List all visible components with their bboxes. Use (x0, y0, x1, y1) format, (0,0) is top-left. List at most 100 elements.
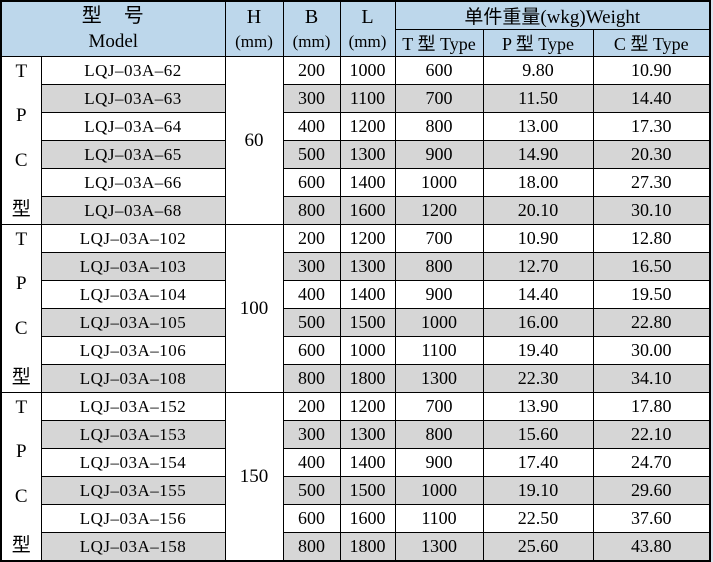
l-value-cell: 1400 (339, 280, 396, 309)
c-weight-cell: 29.60 (592, 476, 711, 505)
h-header-cell: H (mm) (224, 0, 284, 57)
h-value-cell: 150 (224, 392, 284, 562)
b-value-cell: 500 (282, 308, 341, 337)
c-weight-cell: 12.80 (592, 224, 711, 253)
t-weight-cell: 900 (394, 140, 484, 169)
h-value-cell: 60 (224, 56, 284, 225)
model-cell: LQJ–03A–62 (40, 56, 226, 85)
b-value-cell: 300 (282, 420, 341, 449)
p-weight-cell: 9.80 (482, 56, 594, 85)
model-cell: LQJ–03A–152 (40, 392, 226, 421)
table-row: LQJ–03A–65 500 1300 900 14.90 20.30 (1, 140, 711, 169)
b-value-cell: 400 (282, 112, 341, 141)
p-weight-cell: 13.00 (482, 112, 594, 141)
model-header-en: Model (88, 31, 139, 52)
c-weight-cell: 24.70 (592, 448, 711, 477)
table-row: T P C 型 LQJ–03A–152 150 200 1200 700 13.90 17.80 (0, 392, 711, 562)
t-weight-cell: 1000 (394, 168, 484, 197)
table-row: T P C 型 LQJ–03A–62 60 200 1000 600 9.80 10.90 (0, 56, 711, 225)
p-weight-cell: 12.70 (482, 252, 594, 281)
b-value-cell: 800 (282, 364, 341, 393)
b-value-cell: 800 (282, 532, 341, 562)
l-value-cell: 1600 (339, 504, 396, 533)
model-cell: LQJ–03A–153 (40, 420, 226, 449)
model-cell: LQJ–03A–102 (40, 224, 226, 253)
table-row: T P C 型 LQJ–03A–102 100 200 1200 700 10.90 12.80 (0, 224, 711, 393)
table-row: LQJ–03A–104 400 1400 900 14.40 19.50 (1, 280, 711, 309)
t-weight-cell: 1100 (394, 504, 484, 533)
c-weight-cell: 17.80 (592, 392, 711, 421)
l-value-cell: 1200 (339, 112, 396, 141)
model-cell: LQJ–03A–154 (40, 448, 226, 477)
p-weight-cell: 13.90 (482, 392, 594, 421)
type-letter: C (14, 149, 28, 171)
c-weight-cell: 37.60 (592, 504, 711, 533)
type-letter: P (15, 441, 27, 463)
c-weight-cell: 34.10 (592, 364, 711, 393)
table-row: LQJ–03A–153 300 1300 800 15.60 22.10 (1, 420, 711, 449)
h-header-unit: (mm) (235, 32, 273, 51)
l-value-cell: 1000 (339, 56, 396, 85)
p-weight-cell: 17.40 (482, 448, 594, 477)
l-value-cell: 1300 (339, 420, 396, 449)
table-row: LQJ–03A–154 400 1400 900 17.40 24.70 (1, 448, 711, 477)
table-body: T P C 型 LQJ–03A–62 60 200 1000 600 9.80 10.90 LQJ–0… (0, 56, 711, 562)
t-weight-cell: 700 (394, 224, 484, 253)
c-weight-cell: 30.10 (592, 196, 711, 225)
header-row-1: 型 号 Model H (mm) B (mm) L (mm) 单件重量(wkg)… (0, 0, 711, 57)
l-value-cell: 1800 (339, 364, 396, 393)
table-row: LQJ–03A–156 600 1600 1100 22.50 37.60 (1, 504, 711, 533)
l-header-unit: (mm) (348, 32, 387, 51)
model-cell: LQJ–03A–66 (40, 168, 226, 197)
b-value-cell: 600 (282, 504, 341, 533)
p-weight-cell: 22.30 (482, 364, 594, 393)
b-header-label: B (304, 6, 319, 28)
p-weight-cell: 15.60 (482, 420, 594, 449)
model-cell: LQJ–03A–108 (40, 364, 226, 393)
p-weight-cell: 25.60 (482, 532, 594, 562)
table-row: LQJ–03A–103 300 1300 800 12.70 16.50 (1, 252, 711, 281)
t-weight-cell: 1000 (394, 308, 484, 337)
t-weight-cell: 900 (394, 448, 484, 477)
b-value-cell: 200 (282, 56, 341, 85)
b-value-cell: 400 (282, 448, 341, 477)
b-value-cell: 500 (282, 140, 341, 169)
b-value-cell: 300 (282, 84, 341, 113)
model-cell: LQJ–03A–156 (40, 504, 226, 533)
model-cell: LQJ–03A–63 (40, 84, 226, 113)
l-value-cell: 1500 (339, 308, 396, 337)
b-header-unit: (mm) (292, 32, 331, 51)
p-type-header-cell: P 型 Type (482, 29, 594, 57)
l-value-cell: 1500 (339, 476, 396, 505)
p-weight-cell: 19.10 (482, 476, 594, 505)
c-weight-cell: 22.80 (592, 308, 711, 337)
t-weight-cell: 900 (394, 280, 484, 309)
b-value-cell: 500 (282, 476, 341, 505)
c-weight-cell: 10.90 (592, 56, 711, 85)
table-row: LQJ–03A–68 800 1600 1200 20.10 30.10 (1, 196, 711, 225)
weight-header-cell: 单件重量(wkg)Weight (394, 0, 711, 30)
model-cell: LQJ–03A–64 (40, 112, 226, 141)
c-weight-cell: 22.10 (592, 420, 711, 449)
l-header-label: L (361, 6, 374, 28)
b-value-cell: 600 (282, 336, 341, 365)
l-value-cell: 1300 (339, 140, 396, 169)
type-letter: T (15, 229, 28, 250)
h-value-cell: 100 (224, 224, 284, 393)
h-header-label: H (246, 6, 262, 28)
model-cell: LQJ–03A–155 (40, 476, 226, 505)
p-weight-cell: 20.10 (482, 196, 594, 225)
model-cell: LQJ–03A–65 (40, 140, 226, 169)
c-weight-cell: 14.40 (592, 84, 711, 113)
l-value-cell: 1400 (339, 448, 396, 477)
table-row: LQJ–03A–105 500 1500 1000 16.00 22.80 (1, 308, 711, 337)
p-weight-cell: 14.40 (482, 280, 594, 309)
table-row: LQJ–03A–108 800 1800 1300 22.30 34.10 (1, 364, 711, 393)
p-weight-cell: 22.50 (482, 504, 594, 533)
type-letter: 型 (11, 198, 31, 220)
